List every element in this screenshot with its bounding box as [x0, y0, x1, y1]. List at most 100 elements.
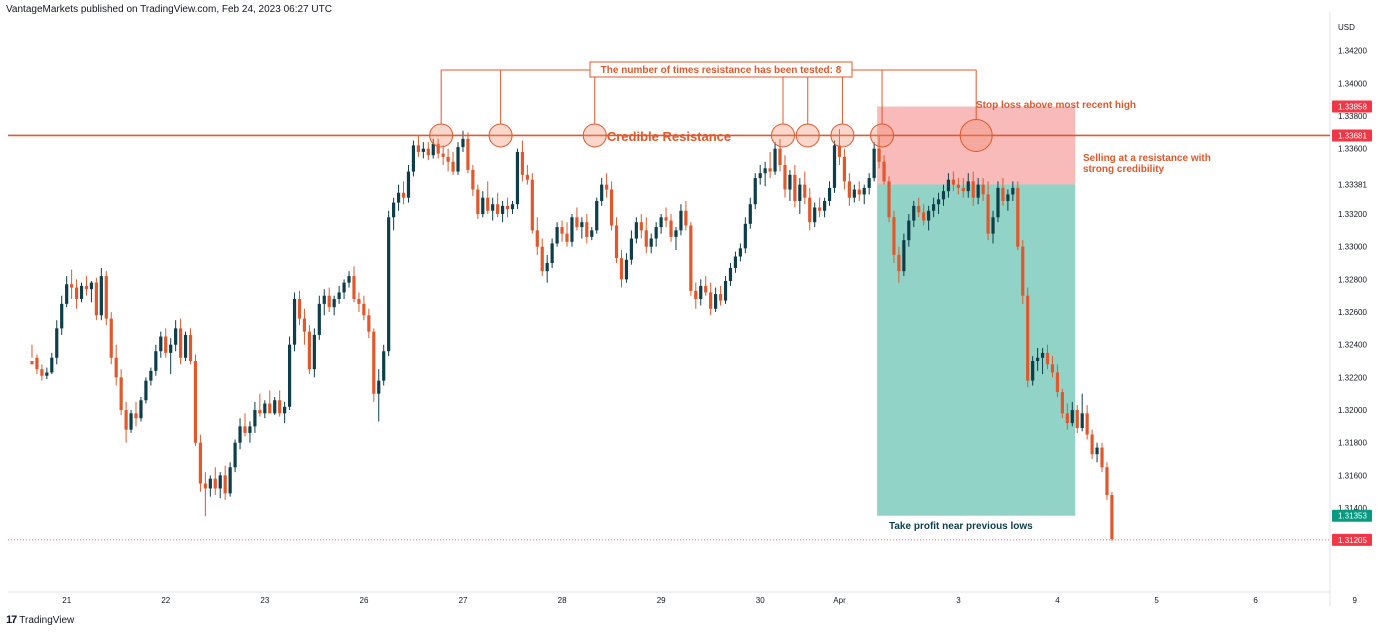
candle: [124, 401, 128, 443]
candle-body: [1050, 364, 1055, 373]
tradingview-footer[interactable]: 17 TradingView: [6, 614, 74, 626]
candle: [570, 214, 574, 247]
date-tick-label: 3: [956, 596, 961, 605]
candle: [956, 178, 960, 195]
price-tick-label: 1.32600: [1338, 308, 1367, 317]
candle: [238, 418, 242, 450]
candle: [387, 210, 391, 357]
candle-body: [243, 426, 247, 433]
price-tag-red: [1332, 100, 1372, 113]
candle: [129, 410, 133, 433]
resistance-test-marker: [870, 123, 895, 148]
candle: [714, 287, 718, 313]
candle-body: [867, 178, 871, 188]
candle-body: [887, 181, 891, 218]
candle: [357, 292, 361, 313]
candle-body: [917, 205, 921, 213]
candle: [818, 197, 822, 218]
resistance-test-marker: [582, 123, 607, 148]
candle-body: [188, 334, 193, 362]
candle-body: [565, 233, 569, 242]
candle-body: [515, 151, 520, 205]
candle-body: [144, 380, 148, 401]
candle-body: [55, 328, 59, 358]
candle-body: [218, 475, 222, 489]
candle-body: [649, 238, 653, 247]
candle: [912, 200, 916, 228]
candle-body: [986, 194, 990, 234]
candle-body: [253, 410, 257, 427]
candle-body: [545, 263, 549, 272]
candle-body: [1065, 413, 1069, 424]
candle: [1050, 356, 1055, 378]
candle-body: [1026, 295, 1030, 381]
resistance-test-marker: [429, 123, 454, 148]
candle-body: [783, 165, 787, 190]
candle-body: [476, 189, 480, 215]
candle-body: [174, 328, 178, 345]
candle: [297, 290, 302, 326]
candle: [347, 271, 351, 288]
candle: [847, 173, 851, 206]
candle-body: [505, 205, 510, 210]
price-tag-red: [1332, 129, 1372, 142]
candle-body: [312, 334, 316, 370]
candle: [778, 138, 782, 172]
axis-frame: [8, 12, 1331, 606]
candle-body: [223, 475, 227, 494]
candle-body: [302, 318, 307, 332]
candle-body: [753, 178, 757, 205]
candle-body: [808, 197, 812, 223]
candle: [699, 279, 703, 306]
candle: [971, 171, 975, 206]
candle-body: [233, 442, 237, 468]
candle-body: [446, 156, 450, 162]
candle-body: [441, 153, 445, 157]
candle: [565, 222, 569, 247]
candle-body: [872, 148, 876, 179]
candle: [248, 421, 252, 443]
candle: [976, 178, 980, 205]
candle-body: [1090, 434, 1094, 455]
candle-body: [605, 184, 609, 190]
resistance-test-marker: [770, 123, 795, 148]
candle: [545, 254, 549, 283]
candle: [441, 145, 445, 166]
candle-body: [694, 290, 698, 299]
candle: [525, 165, 529, 185]
candle: [144, 377, 148, 404]
price-tick-label: 1.31400: [1338, 504, 1367, 513]
candle: [164, 328, 168, 358]
candle: [813, 202, 817, 228]
candle: [322, 289, 326, 316]
candle-body: [486, 197, 490, 211]
candle: [709, 282, 713, 316]
candle: [748, 197, 752, 229]
candle-body: [991, 217, 995, 234]
candle-body: [927, 210, 931, 221]
candle: [258, 393, 262, 417]
candle: [208, 475, 212, 497]
price-tag-label: 1.31205: [1338, 536, 1367, 545]
candle: [169, 338, 173, 375]
price-tag-label: 1.31353: [1338, 512, 1367, 521]
candle: [1055, 364, 1060, 397]
candle-body: [149, 370, 153, 381]
candle: [986, 181, 990, 241]
candle-body: [357, 298, 361, 304]
candle-body: [609, 189, 614, 226]
candle: [79, 282, 84, 303]
candle-body: [510, 204, 515, 210]
price-tick-label: 1.32200: [1338, 373, 1367, 382]
price-tag-plain: [1332, 178, 1378, 191]
date-tick-label: Apr: [833, 596, 846, 605]
annotations: The number of times resistance has been …: [8, 61, 1330, 532]
candle-body: [114, 357, 118, 378]
candle-body: [337, 292, 341, 299]
price-tag-label: 1.33858: [1338, 103, 1367, 112]
candle: [218, 472, 222, 499]
candle-body: [134, 413, 138, 419]
date-tick-label: 29: [657, 596, 666, 605]
candle: [154, 344, 158, 376]
candle: [35, 354, 39, 375]
